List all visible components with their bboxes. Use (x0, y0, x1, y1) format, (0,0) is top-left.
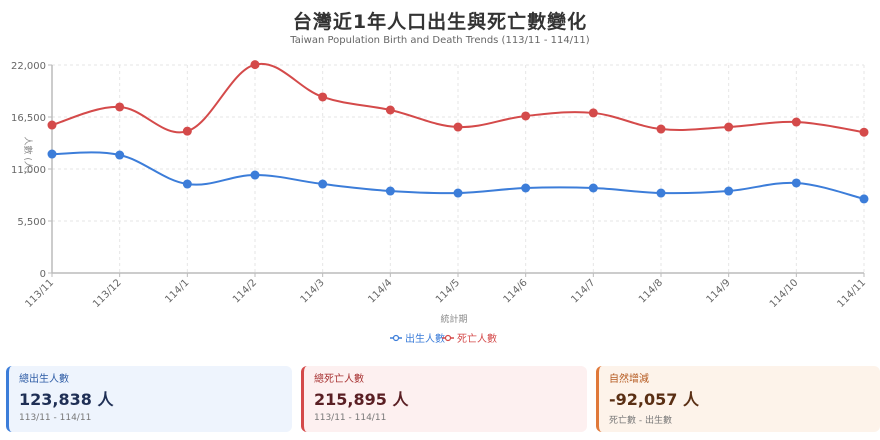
x-tick-label: 114/5 (434, 277, 462, 305)
y-tick-label: 11,000 (11, 165, 46, 176)
card-label: 總出生人數 (19, 374, 69, 385)
death-series-point (588, 108, 598, 118)
y-tick-label: 5,500 (17, 217, 46, 228)
birth-series-point (182, 179, 192, 189)
birth-series-point (859, 194, 869, 204)
death-series-point (385, 105, 395, 115)
death-series-line (51, 62, 865, 134)
card-subtext: 113/11 - 114/11 (19, 413, 92, 423)
y-tick-label: 0 (40, 269, 46, 280)
card-value: 123,838 人 (19, 390, 114, 409)
death-series-point (859, 127, 869, 137)
x-tick-label: 114/9 (705, 277, 733, 305)
death-series-point (250, 60, 260, 70)
card-label: 總死亡人數 (314, 374, 364, 385)
birth-series-point (250, 170, 260, 180)
death-series-point (453, 122, 463, 132)
x-tick-label: 114/4 (366, 277, 394, 305)
y-tick-label: 22,000 (11, 61, 46, 72)
birth-series-point (656, 188, 666, 198)
birth-series-point (453, 188, 463, 198)
legend-marker-icon (444, 334, 452, 342)
death-series-point (521, 111, 531, 121)
x-tick-label: 114/2 (231, 277, 259, 305)
x-tick-label: 113/12 (91, 277, 124, 310)
x-axis-title: 統計期 (440, 313, 467, 325)
x-tick-label: 114/6 (502, 277, 530, 305)
x-tick-label: 114/8 (637, 277, 665, 305)
legend-marker-icon (392, 334, 400, 342)
birth-series-point (115, 150, 125, 160)
birth-series-point (588, 183, 598, 193)
page-title: 台灣近1年人口出生與死亡數變化 (292, 11, 588, 33)
death-series-point (724, 122, 734, 132)
legend-label: 出生人數 (405, 332, 445, 345)
natural-change-card: 自然增減 -92,057 人 死亡數 - 出生數 (596, 366, 880, 432)
card-value: -92,057 人 (609, 390, 699, 409)
birth-series-point (724, 186, 734, 196)
death-series-point (656, 124, 666, 134)
birth-series-point (47, 149, 57, 159)
x-tick-label: 113/11 (23, 277, 56, 310)
x-tick-label: 114/10 (768, 277, 801, 310)
death-series-point (115, 102, 125, 112)
page-subtitle: Taiwan Population Birth and Death Trends… (290, 35, 590, 46)
birth-series-point (385, 186, 395, 196)
total-births-card: 總出生人數 123,838 人 113/11 - 114/11 (6, 366, 292, 432)
birth-series-point (791, 178, 801, 188)
x-tick-label: 114/7 (569, 277, 597, 305)
legend-label: 死亡人數 (457, 332, 497, 345)
line-chart: 0 5,500 11,000 16,500 22,000 113/11 113/12 114/… (11, 60, 869, 345)
y-tick-label: 16,500 (11, 113, 46, 124)
birth-series-point (318, 179, 328, 189)
total-deaths-card: 總死亡人數 215,895 人 113/11 - 114/11 (301, 366, 587, 432)
card-subtext: 死亡數 - 出生數 (609, 416, 672, 426)
summary-cards: 總出生人數 123,838 人 113/11 - 114/11 總死亡人數 21… (6, 366, 880, 432)
x-tick-label: 114/11 (835, 277, 868, 310)
x-tick-label: 114/3 (299, 277, 327, 305)
y-axis-title: 人數 (人) (22, 137, 34, 174)
death-series-point (318, 92, 328, 102)
card-label: 自然增減 (609, 374, 649, 385)
birth-series-point (521, 183, 531, 193)
death-series-point (182, 126, 192, 136)
card-value: 215,895 人 (314, 390, 409, 409)
card-subtext: 113/11 - 114/11 (314, 413, 387, 423)
death-series-point (47, 120, 57, 130)
x-tick-label: 114/1 (163, 277, 191, 305)
death-series-point (791, 117, 801, 127)
